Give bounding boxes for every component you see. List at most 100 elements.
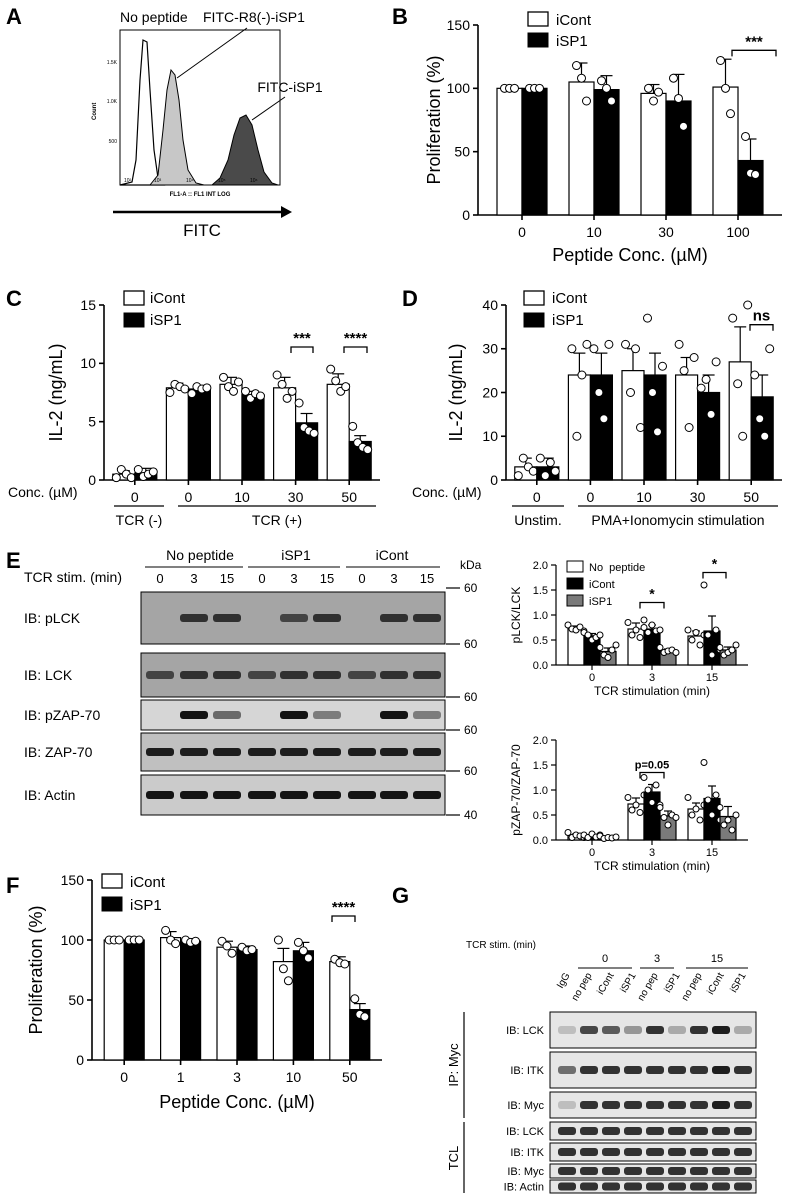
legend-swatch-icont <box>566 577 584 590</box>
blot-band <box>690 1127 708 1135</box>
significance-bracket <box>639 601 665 609</box>
data-point <box>636 423 645 432</box>
bar-isp1 <box>665 100 692 216</box>
data-point <box>599 414 609 424</box>
bar-icont <box>640 92 667 216</box>
y-tick-label: 30 <box>482 341 498 357</box>
data-point <box>644 786 652 794</box>
data-point <box>658 361 667 371</box>
blot-band <box>558 1127 576 1135</box>
data-point <box>577 73 586 83</box>
data-point <box>700 759 708 766</box>
y-tick-label: 1.0 <box>533 610 548 622</box>
significance-label: * <box>649 586 655 602</box>
panel-b-legend: iCont iSP1 <box>527 11 592 50</box>
data-point <box>309 428 319 438</box>
data-point <box>640 774 648 781</box>
x-tick-label: 50 <box>743 489 759 505</box>
panel-e-legend: No peptide iCont iSP1 <box>566 560 645 608</box>
data-point <box>654 87 663 97</box>
data-point <box>180 384 190 394</box>
blot-band <box>668 1026 686 1034</box>
x-tick-label: 10 <box>586 224 602 240</box>
x-axis-label: Peptide Conc. (µM) <box>159 1092 314 1112</box>
y-tick-label: 50 <box>68 992 84 1008</box>
y-tick-label: 10 <box>80 355 96 371</box>
data-point <box>256 391 265 401</box>
blot-band <box>348 671 376 679</box>
panel-d-group-labels: Unstim. PMA+Ionomycin stimulation <box>512 505 778 528</box>
data-point <box>728 313 738 323</box>
blot-label: IB: pZAP-70 <box>24 707 100 723</box>
legend-fitc-isp1: FITC-iSP1 <box>257 79 323 95</box>
data-point <box>572 431 582 441</box>
data-point <box>684 626 692 634</box>
y-axis-label: Proliferation (%) <box>424 55 444 184</box>
data-point <box>716 644 724 651</box>
x-tick-label: 3 <box>233 1069 241 1085</box>
lane-label: IgG <box>555 971 573 991</box>
data-point <box>701 374 711 384</box>
blot-band <box>280 614 308 622</box>
x-tick-label: 0 <box>533 489 541 505</box>
y-tick-label: 1.0 <box>533 785 548 797</box>
data-point <box>689 353 699 362</box>
blot-band <box>646 1127 664 1135</box>
lane-time-label: 15 <box>220 571 234 586</box>
data-point <box>293 937 303 947</box>
blot-band <box>734 1101 752 1109</box>
blot-band <box>668 1167 686 1175</box>
tcr-stim-label: TCR stim. (min) <box>466 940 536 951</box>
data-point <box>716 804 724 811</box>
blot-band <box>712 1026 730 1034</box>
data-point <box>712 791 720 799</box>
panel-letter-e: E <box>6 548 21 573</box>
data-point <box>114 935 124 945</box>
x-tick-label: 10 <box>234 489 250 505</box>
legend-isp1-label: iSP1 <box>556 33 588 50</box>
data-point <box>628 631 636 639</box>
data-point <box>755 414 765 424</box>
tcl-group-label: TCL <box>446 1146 461 1171</box>
bar-icont <box>216 946 238 1061</box>
data-point <box>632 801 640 809</box>
pointer-fitc <box>251 96 286 121</box>
data-point <box>604 339 614 349</box>
blot-band <box>734 1182 752 1191</box>
significance-bracket <box>290 346 314 353</box>
lane-label: iCont <box>595 971 616 997</box>
x-tick-2: 10³ <box>154 178 162 184</box>
significance-bracket <box>639 771 665 779</box>
blot-label: IB: LCK <box>506 1025 545 1037</box>
data-point <box>171 939 181 949</box>
panel-letter-b: B <box>392 4 408 29</box>
data-point <box>612 641 620 649</box>
legend-isp1-label: iSP1 <box>552 312 584 329</box>
legend-swatch-icont <box>101 873 123 889</box>
kda-label: kDa <box>460 558 482 572</box>
blot-label: IB: Actin <box>504 1182 544 1194</box>
blot-band <box>690 1026 708 1034</box>
bar-isp1 <box>292 950 314 1061</box>
blot-band <box>734 1127 752 1135</box>
x-tick-1: 10² <box>124 178 132 184</box>
data-point <box>510 83 519 93</box>
blot-band <box>646 1066 664 1074</box>
blot-band <box>313 791 341 799</box>
data-point <box>589 344 599 354</box>
data-point <box>535 453 545 463</box>
data-point <box>621 339 630 349</box>
x-tick-label: 0 <box>131 489 139 505</box>
data-point <box>202 383 212 393</box>
data-point <box>219 372 228 382</box>
kda-marker: 60 <box>464 723 478 737</box>
y-axis-label: pZAP-70/ZAP-70 <box>509 744 523 836</box>
significance-label: **** <box>344 330 368 347</box>
lane-label: iCont <box>705 971 726 997</box>
kda-marker: 60 <box>464 637 478 651</box>
x-axis-label: TCR stimulation (min) <box>594 684 710 698</box>
blot-band <box>624 1026 642 1034</box>
blot-band <box>280 671 308 679</box>
blot-band <box>668 1182 686 1191</box>
